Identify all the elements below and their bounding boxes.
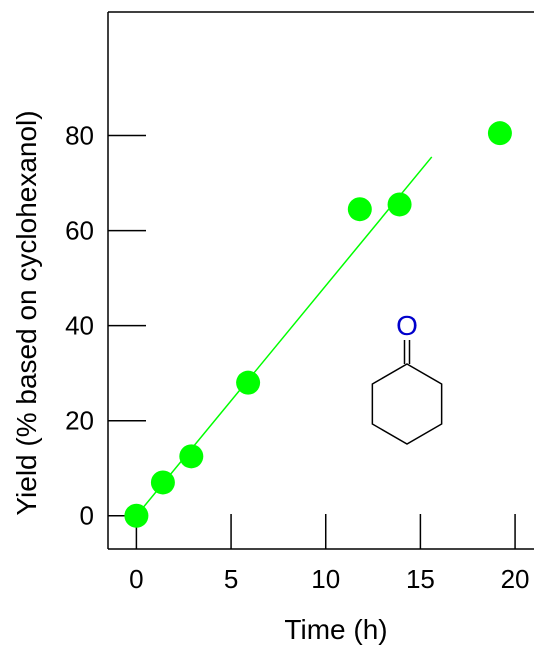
y-tick-label: 20 <box>65 406 94 436</box>
x-tick-label: 15 <box>406 564 435 594</box>
x-axis-label: Time (h) <box>284 614 387 645</box>
data-point <box>150 470 175 495</box>
y-axis-label: Yield (% based on cyclohexanol) <box>11 110 42 515</box>
x-tick-label: 0 <box>129 564 143 594</box>
ring-bonds <box>371 363 443 445</box>
data-point <box>487 121 512 146</box>
oxygen-atom-label: O <box>396 310 418 341</box>
y-tick-label: 0 <box>80 501 94 531</box>
data-point <box>236 370 261 395</box>
y-tick-label: 40 <box>65 311 94 341</box>
data-points <box>124 121 512 528</box>
x-tick-label: 20 <box>501 564 530 594</box>
ticks: 0 20 40 60 80 0 5 10 15 20 <box>65 121 529 594</box>
y-tick-label: 80 <box>65 121 94 151</box>
axes <box>107 11 534 550</box>
data-point <box>387 192 412 217</box>
data-point <box>347 197 372 222</box>
cyclohexanone-structure: O <box>371 310 443 445</box>
data-point <box>179 444 204 469</box>
data-point <box>124 503 149 528</box>
x-tick-label: 10 <box>311 564 340 594</box>
y-tick-label: 60 <box>65 216 94 246</box>
x-tick-label: 5 <box>224 564 238 594</box>
